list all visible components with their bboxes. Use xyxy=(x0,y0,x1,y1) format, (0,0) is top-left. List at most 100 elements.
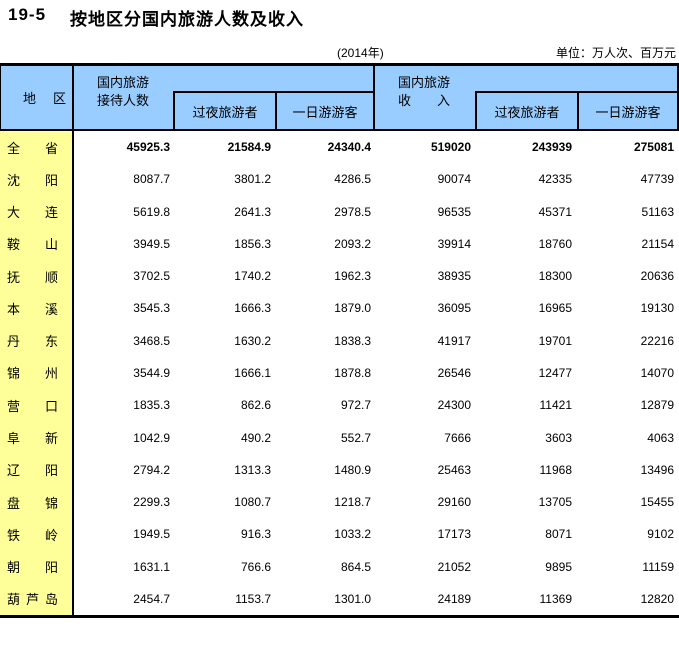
region-name: 辽阳 xyxy=(0,460,72,479)
table-row: 朝阳 1631.1 766.6 864.5 21052 9895 11159 xyxy=(0,550,679,583)
value-cell-4: 21052 xyxy=(437,559,471,574)
value-cell-2: 1313.3 xyxy=(234,462,271,477)
group-reception-label: 国内旅游 接待人数 xyxy=(97,74,149,110)
region-cell: 铁岭 xyxy=(0,518,74,551)
value-cell-3: 4286.5 xyxy=(334,172,371,187)
char: 顺 xyxy=(44,269,58,285)
value-cell-3: 1838.3 xyxy=(334,333,371,348)
header-group-revenue: 国内旅游 收 入 过夜旅游者 一日游游客 xyxy=(375,66,677,129)
char: 盘 xyxy=(7,495,21,511)
table-title: 按地区分国内旅游人数及收入 xyxy=(70,10,305,29)
value-cell-6: 9102 xyxy=(647,527,674,542)
region-name: 丹东 xyxy=(0,331,72,350)
value-cell-4: 90074 xyxy=(437,172,471,187)
table-body: 全省 45925.3 21584.9 24340.4 519020 243939 27508… xyxy=(0,131,679,618)
table-row: 大连 5619.8 2641.3 2978.5 96535 45371 51163 xyxy=(0,195,679,228)
value-cell-1: 2794.2 xyxy=(133,462,170,477)
table-row: 营口 1835.3 862.6 972.7 24300 11421 12879 xyxy=(0,389,679,422)
region-cell: 朝阳 xyxy=(0,550,74,583)
char: 待 xyxy=(110,93,124,108)
value-cell-1: 3702.5 xyxy=(133,269,170,284)
char: 辽 xyxy=(7,463,21,479)
char: 数 xyxy=(136,93,150,108)
header-group-reception: 国内旅游 接待人数 过夜旅游者 一日游游客 xyxy=(74,66,375,129)
table-row: 锦州 3544.9 1666.1 1878.8 26546 12477 14070 xyxy=(0,356,679,390)
char: 连 xyxy=(44,205,58,221)
value-cell-2: 862.6 xyxy=(240,398,271,413)
char: 收 xyxy=(398,93,412,108)
value-cell-3: 1878.8 xyxy=(334,365,371,380)
value-cell-5: 8071 xyxy=(545,527,572,542)
value-cell-3: 1033.2 xyxy=(334,527,371,542)
char: 锦 xyxy=(7,366,21,382)
group-revenue-label-line1: 国内旅游 xyxy=(398,75,451,90)
region-cell: 鞍山 xyxy=(0,227,74,261)
value-cell-3: 24340.4 xyxy=(327,140,371,155)
region-cell: 丹东 xyxy=(0,324,74,357)
value-cell-5: 9895 xyxy=(545,559,572,574)
value-cell-6: 275081 xyxy=(633,140,674,155)
char: 丹 xyxy=(7,334,21,350)
region-name: 朝阳 xyxy=(0,557,72,576)
value-cell-2: 21584.9 xyxy=(227,140,271,155)
value-cell-6: 15455 xyxy=(640,495,674,510)
char: 入 xyxy=(436,93,450,108)
char: 口 xyxy=(44,398,58,414)
value-cell-5: 243939 xyxy=(531,140,572,155)
subheader-overnight-visitors-revenue: 过夜旅游者 xyxy=(477,93,579,129)
char: 锦 xyxy=(44,495,58,511)
value-cell-2: 1630.2 xyxy=(234,333,271,348)
value-cell-1: 1949.5 xyxy=(133,527,170,542)
value-cell-4: 36095 xyxy=(437,301,471,316)
unit-note: 单位：万人次、百万元 xyxy=(555,46,676,60)
value-cell-1: 8087.7 xyxy=(133,172,170,187)
value-cell-4: 24300 xyxy=(437,398,471,413)
value-cell-2: 1856.3 xyxy=(234,236,271,251)
value-cell-3: 2978.5 xyxy=(334,204,371,219)
value-cell-1: 2299.3 xyxy=(133,495,170,510)
value-cell-5: 45371 xyxy=(538,204,572,219)
region-name: 全省 xyxy=(0,138,72,157)
value-cell-4: 29160 xyxy=(437,495,471,510)
subheader-day-trip-visitors-revenue: 一日游游客 xyxy=(595,104,661,120)
value-cell-2: 1080.7 xyxy=(234,495,271,510)
char: 本 xyxy=(7,301,21,317)
value-cell-6: 4063 xyxy=(647,430,674,445)
region-name: 沈阳 xyxy=(0,170,72,189)
region-cell: 辽阳 xyxy=(0,453,74,486)
char: 区 xyxy=(52,91,66,106)
char: 抚 xyxy=(7,269,21,285)
region-name: 抚顺 xyxy=(0,267,72,286)
value-cell-1: 2454.7 xyxy=(133,591,170,606)
value-cell-5: 13705 xyxy=(538,495,572,510)
value-cell-4: 519020 xyxy=(430,140,471,155)
value-cell-6: 12820 xyxy=(640,591,674,606)
region-name: 盘锦 xyxy=(0,493,72,512)
region-name: 铁岭 xyxy=(0,525,72,544)
group-reception-label-line2: 接待人数 xyxy=(97,92,149,110)
char: 沈 xyxy=(7,172,21,188)
char: 地 xyxy=(23,91,37,106)
value-cell-4: 24189 xyxy=(437,591,471,606)
value-cell-3: 552.7 xyxy=(340,430,371,445)
region-name: 本溪 xyxy=(0,299,72,318)
value-cell-5: 18760 xyxy=(538,236,572,251)
table-row: 铁岭 1949.5 916.3 1033.2 17173 8071 9102 xyxy=(0,518,679,551)
value-cell-5: 11421 xyxy=(539,398,572,413)
page-title: 19-5 按地区分国内旅游人数及收入 xyxy=(8,5,304,30)
char: 葫 xyxy=(7,592,21,608)
region-cell: 本溪 xyxy=(0,292,74,325)
char: 溪 xyxy=(44,301,58,317)
value-cell-6: 47739 xyxy=(640,172,674,187)
char: 东 xyxy=(44,334,58,350)
region-cell: 全省 xyxy=(0,131,74,164)
value-cell-4: 96535 xyxy=(437,204,471,219)
value-cell-4: 39914 xyxy=(437,236,471,251)
value-cell-1: 1631.1 xyxy=(133,559,170,574)
table-row: 抚顺 3702.5 1740.2 1962.3 38935 18300 20636 xyxy=(0,260,679,293)
value-cell-3: 1218.7 xyxy=(334,495,371,510)
char: 新 xyxy=(44,431,58,447)
value-cell-1: 1835.3 xyxy=(133,398,170,413)
value-cell-5: 3603 xyxy=(545,430,572,445)
value-cell-5: 19701 xyxy=(538,333,572,348)
